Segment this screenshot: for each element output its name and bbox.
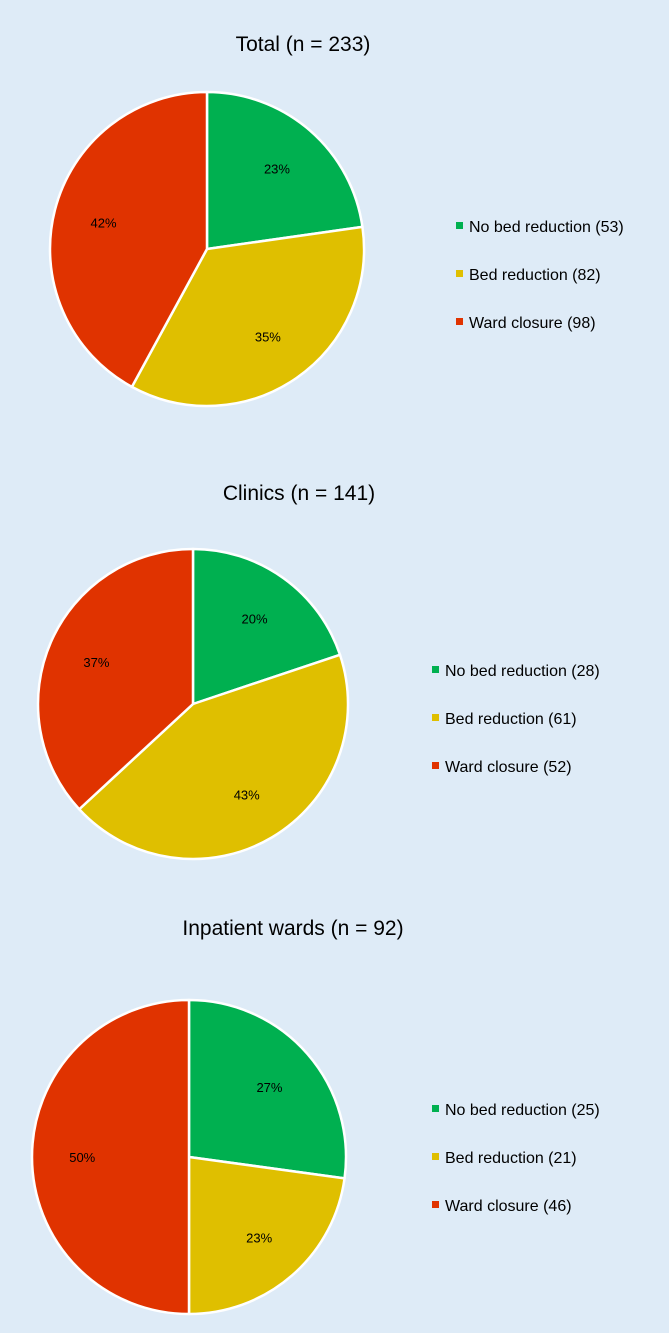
legend-swatch-bed-reduction bbox=[432, 1153, 439, 1160]
legend-label: No bed reduction (53) bbox=[469, 219, 624, 236]
pie-slice-bed-reduction bbox=[130, 225, 366, 408]
legend-label: Ward closure (98) bbox=[469, 315, 596, 332]
slice-percent-label: 23% bbox=[246, 1230, 272, 1245]
chart-title: Clinics (n = 141) bbox=[223, 482, 375, 505]
slice-percent-label: 37% bbox=[83, 655, 109, 670]
pie-slice-bed-reduction bbox=[77, 653, 350, 861]
legend-label: No bed reduction (28) bbox=[445, 663, 600, 680]
pie-slice-ward-closure bbox=[30, 998, 191, 1316]
pie-slice-bed-reduction bbox=[187, 1155, 346, 1316]
slice-percent-label: 35% bbox=[255, 330, 281, 345]
legend-swatch-ward-closure bbox=[456, 318, 463, 325]
pie-slice-ward-closure bbox=[48, 90, 209, 389]
pie-slice-ward-closure bbox=[36, 547, 195, 811]
pie-chart-1: Total (n = 233) 23% 35% 42% No bed reduction… bbox=[48, 33, 624, 408]
legend-swatch-no-bed-reduction bbox=[432, 666, 439, 673]
legend-swatch-ward-closure bbox=[432, 762, 439, 769]
legend-label: Ward closure (52) bbox=[445, 759, 572, 776]
pie-chart-3: Inpatient wards (n = 92) 27% 23% 50% No bed … bbox=[30, 917, 600, 1316]
chart-title: Total (n = 233) bbox=[236, 33, 371, 56]
legend-swatch-no-bed-reduction bbox=[456, 222, 463, 229]
legend-label: Ward closure (46) bbox=[445, 1198, 572, 1215]
legend-swatch-ward-closure bbox=[432, 1201, 439, 1208]
pie-slice-no-bed-reduction bbox=[205, 90, 364, 251]
slice-percent-label: 43% bbox=[234, 788, 260, 803]
pie-chart-2: Clinics (n = 141) 20% 43% 37% No bed reducti… bbox=[36, 482, 600, 861]
slice-percent-label: 20% bbox=[242, 611, 268, 626]
legend-swatch-bed-reduction bbox=[456, 270, 463, 277]
legend-label: Bed reduction (61) bbox=[445, 711, 577, 728]
slice-percent-label: 27% bbox=[256, 1080, 282, 1095]
slice-percent-label: 23% bbox=[264, 161, 290, 176]
legend-label: Bed reduction (82) bbox=[469, 267, 601, 284]
pie-slice-no-bed-reduction bbox=[187, 998, 348, 1180]
slice-percent-label: 50% bbox=[69, 1150, 95, 1165]
legend-label: No bed reduction (25) bbox=[445, 1102, 600, 1119]
chart-title: Inpatient wards (n = 92) bbox=[182, 917, 403, 940]
legend-label: Bed reduction (21) bbox=[445, 1150, 577, 1167]
legend-swatch-no-bed-reduction bbox=[432, 1105, 439, 1112]
slice-percent-label: 42% bbox=[91, 216, 117, 231]
pie-slice-no-bed-reduction bbox=[191, 547, 342, 706]
legend-swatch-bed-reduction bbox=[432, 714, 439, 721]
